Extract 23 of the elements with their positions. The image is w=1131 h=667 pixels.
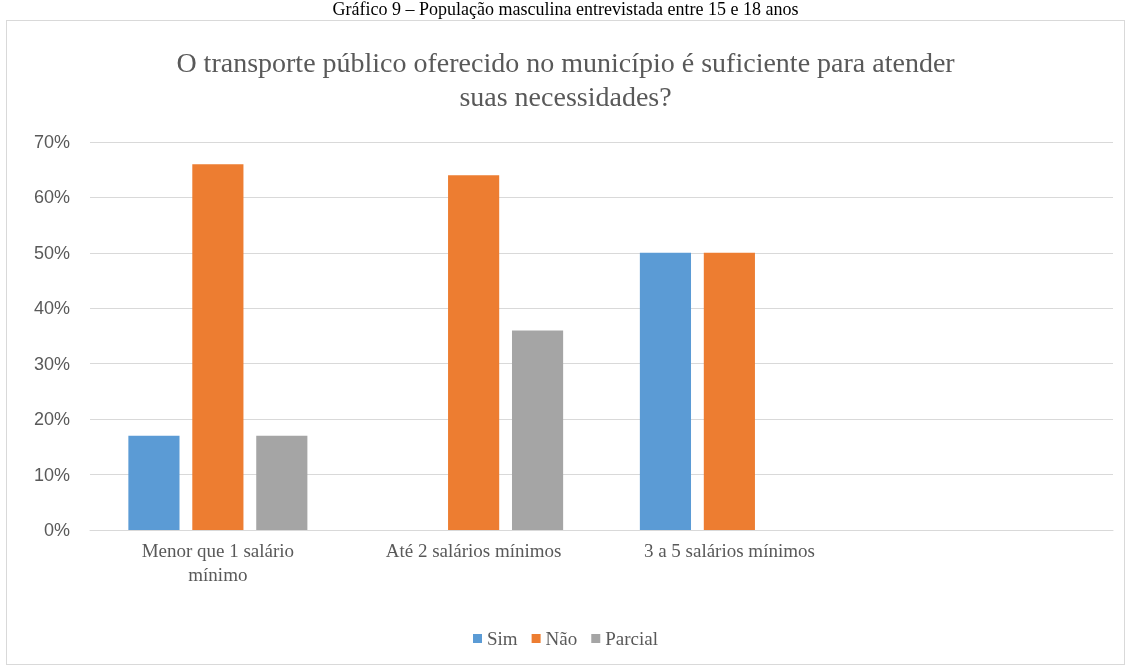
y-tick-label: 10%	[33, 464, 70, 485]
legend-label: Sim	[486, 628, 518, 649]
y-tick-label: 0%	[43, 520, 70, 540]
bar	[128, 435, 180, 530]
legend-label: Não	[545, 628, 578, 649]
bar	[639, 252, 692, 530]
bar	[448, 175, 500, 530]
y-tick-label: 30%	[33, 353, 70, 374]
text: Gráfico 9 – População masculina entrevistada entre 15 e 18 anos	[332, 0, 799, 19]
bar	[703, 252, 755, 530]
bar	[192, 164, 244, 530]
bar	[256, 435, 308, 530]
y-tick-label: 70%	[33, 132, 70, 152]
bar	[511, 330, 564, 530]
chart-title: O transporte público oferecido no município é suficiente para atender suas necessidades?	[176, 46, 956, 112]
x-tick-label: 3 a 5 salários mínimos	[643, 539, 815, 561]
y-tick-label: 20%	[33, 409, 70, 430]
y-tick-label: 50%	[33, 242, 70, 263]
x-tick-label: Menor que 1 salário mínimo	[141, 539, 295, 585]
y-tick-label: 60%	[33, 187, 70, 208]
x-tick-label: Até 2 salários mínimos	[385, 539, 562, 561]
legend-label: Parcial	[605, 628, 659, 649]
y-tick-label: 40%	[33, 298, 70, 319]
